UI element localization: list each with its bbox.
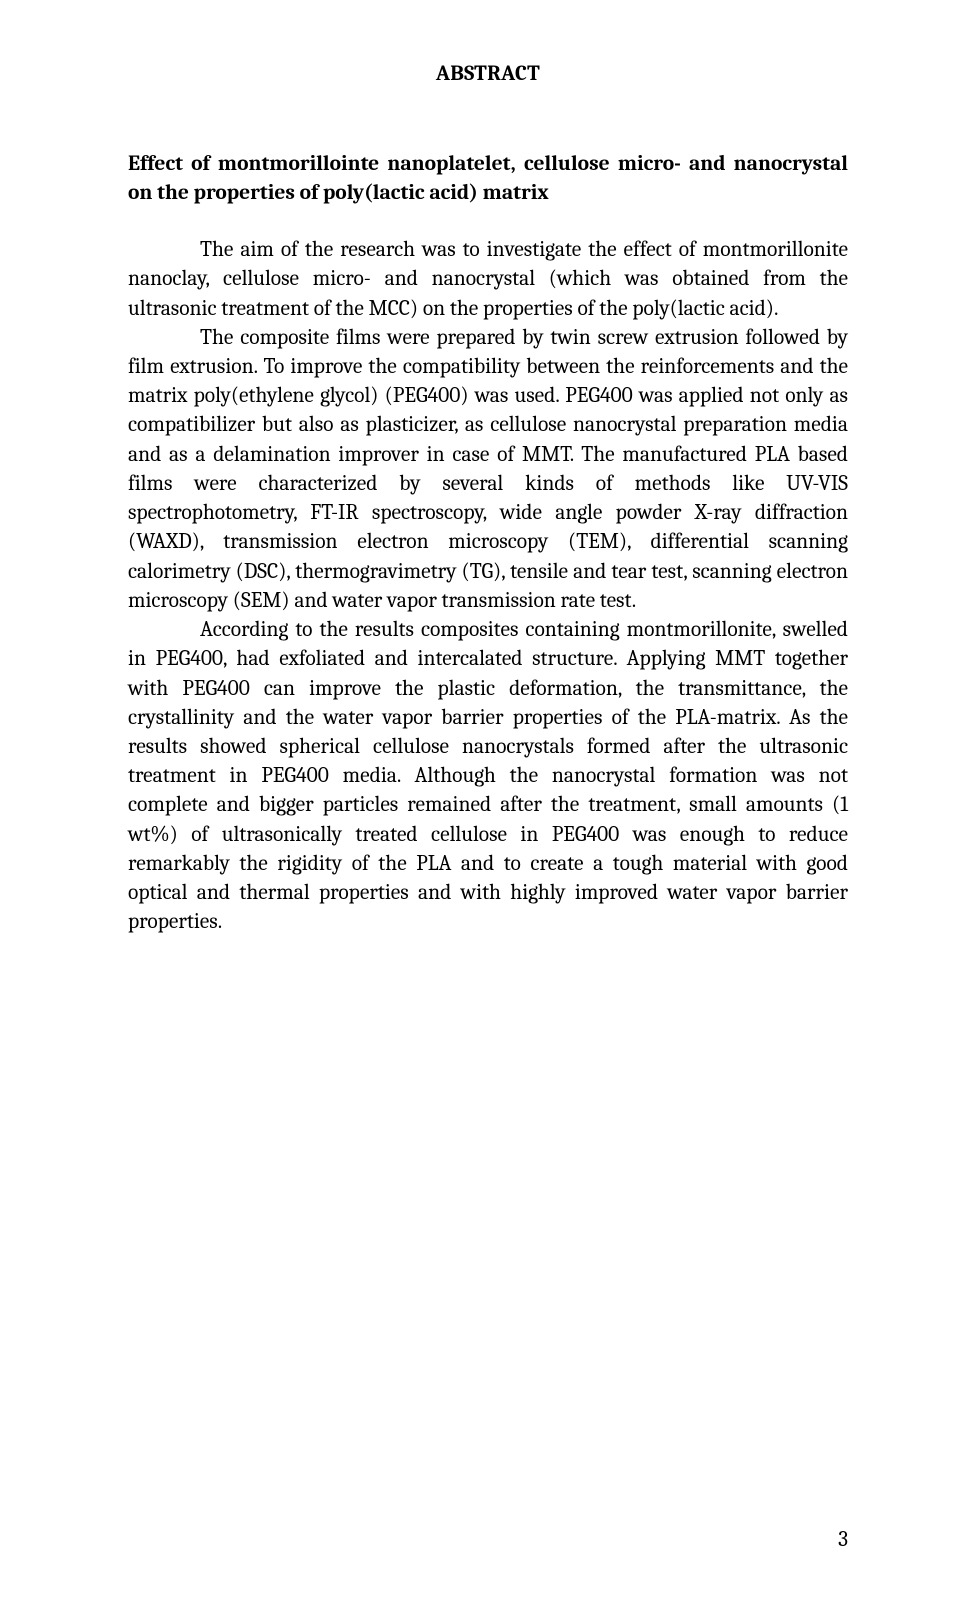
section-heading: ABSTRACT (128, 62, 848, 86)
page-number: 3 (838, 1528, 848, 1552)
abstract-title: Effect of montmorillointe nanoplatelet, … (128, 150, 848, 208)
methods-paragraph: The composite films were prepared by twi… (128, 324, 848, 616)
intro-paragraph: The aim of the research was to investiga… (128, 236, 848, 324)
results-paragraph: According to the results composites cont… (128, 616, 848, 938)
